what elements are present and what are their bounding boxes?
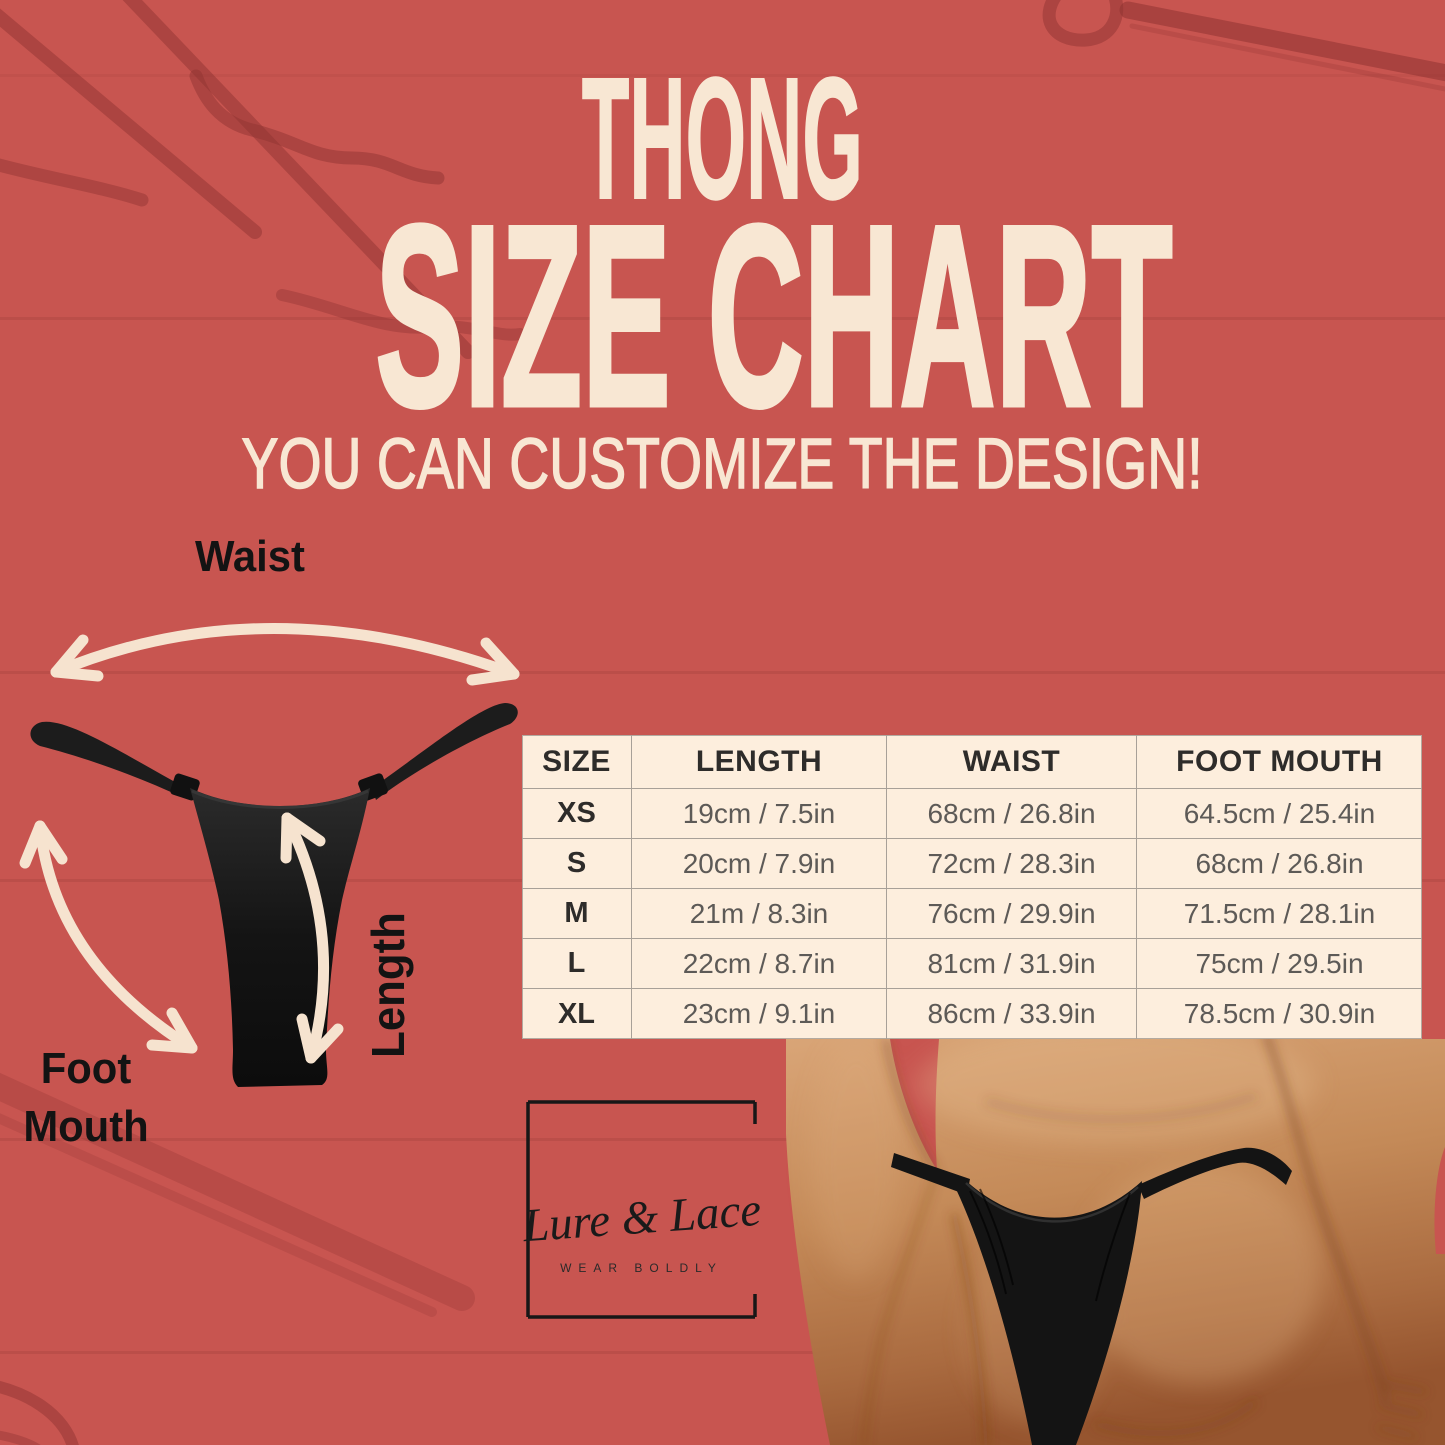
foot-mouth-label-line2: Mouth — [23, 1102, 149, 1152]
size-chart-table: SIZE LENGTH WAIST FOOT MOUTH XS 19cm / 7… — [522, 735, 1422, 1039]
row-xs-size: XS — [522, 789, 632, 839]
table-header-size: SIZE — [522, 735, 632, 789]
thong-illustration — [30, 703, 518, 1087]
length-label: Length — [362, 912, 414, 1058]
title-main-text: SIZE CHART — [374, 171, 1174, 460]
brand-tagline: WEAR BOLDLY — [560, 1261, 723, 1275]
row-m-foot-mouth: 71.5cm / 28.1in — [1137, 889, 1422, 939]
row-xl-size: XL — [522, 989, 632, 1039]
row-s-foot-mouth: 68cm / 26.8in — [1137, 839, 1422, 889]
brand-logo: Lure & Lace WEAR BOLDLY — [521, 1100, 762, 1319]
table-header-length: LENGTH — [632, 735, 887, 789]
waist-arrow — [50, 623, 520, 686]
row-l-foot-mouth: 75cm / 29.5in — [1137, 939, 1422, 989]
row-s-length: 20cm / 7.9in — [632, 839, 887, 889]
title-text: THONG — [581, 41, 864, 235]
right-edge-gap — [1434, 1147, 1445, 1254]
foot-mouth-arrow — [19, 820, 198, 1054]
subtitle-text: YOU CAN CUSTOMIZE THE DESIGN! — [241, 425, 1204, 504]
table-header-waist: WAIST — [887, 735, 1137, 789]
table-header-foot-mouth: FOOT MOUTH — [1137, 735, 1422, 789]
page-title-main: SIZE CHART — [0, 171, 1445, 460]
model-photo — [786, 1039, 1445, 1445]
length-arrow — [280, 812, 344, 1064]
logo-frame — [526, 1100, 757, 1319]
row-xs-waist: 68cm / 26.8in — [887, 789, 1137, 839]
row-m-size: M — [522, 889, 632, 939]
row-m-length: 21m / 8.3in — [632, 889, 887, 939]
foot-mouth-label: Foot Mouth — [23, 1040, 148, 1156]
row-l-waist: 81cm / 31.9in — [887, 939, 1137, 989]
row-m-waist: 76cm / 29.9in — [887, 889, 1137, 939]
row-xl-length: 23cm / 9.1in — [632, 989, 887, 1039]
skin-creases — [861, 1039, 1427, 1445]
page-subtitle: YOU CAN CUSTOMIZE THE DESIGN! — [0, 425, 1445, 504]
page-title: THONG — [0, 41, 1445, 235]
row-s-size: S — [522, 839, 632, 889]
waist-label: Waist — [195, 532, 305, 581]
row-xl-waist: 86cm / 33.9in — [887, 989, 1137, 1039]
worn-thong — [891, 1147, 1292, 1445]
foot-mouth-label-line1: Foot — [40, 1044, 132, 1093]
row-l-size: L — [522, 939, 632, 989]
row-l-length: 22cm / 8.7in — [632, 939, 887, 989]
row-xs-foot-mouth: 64.5cm / 25.4in — [1137, 789, 1422, 839]
row-xl-foot-mouth: 78.5cm / 30.9in — [1183, 998, 1376, 1029]
row-xs-length: 19cm / 7.5in — [632, 789, 887, 839]
row-s-waist: 72cm / 28.3in — [887, 839, 1137, 889]
